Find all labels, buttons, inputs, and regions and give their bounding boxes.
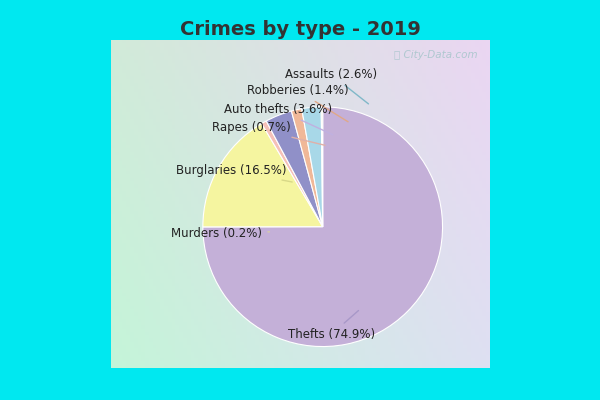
Text: Thefts (74.9%): Thefts (74.9%) [288, 310, 375, 341]
Wedge shape [266, 111, 323, 227]
Text: Rapes (0.7%): Rapes (0.7%) [212, 121, 325, 145]
Wedge shape [203, 124, 323, 227]
Wedge shape [321, 107, 323, 227]
Text: Murders (0.2%): Murders (0.2%) [172, 227, 269, 240]
Wedge shape [262, 121, 323, 227]
Wedge shape [302, 107, 323, 227]
Wedge shape [203, 107, 443, 346]
Text: Robberies (1.4%): Robberies (1.4%) [247, 84, 349, 122]
Text: Burglaries (16.5%): Burglaries (16.5%) [176, 164, 292, 182]
Text: ⓘ City-Data.com: ⓘ City-Data.com [394, 50, 478, 60]
Text: Auto thefts (3.6%): Auto thefts (3.6%) [224, 103, 333, 135]
Text: Crimes by type - 2019: Crimes by type - 2019 [179, 20, 421, 39]
Wedge shape [292, 109, 323, 227]
Text: Assaults (2.6%): Assaults (2.6%) [285, 68, 377, 104]
